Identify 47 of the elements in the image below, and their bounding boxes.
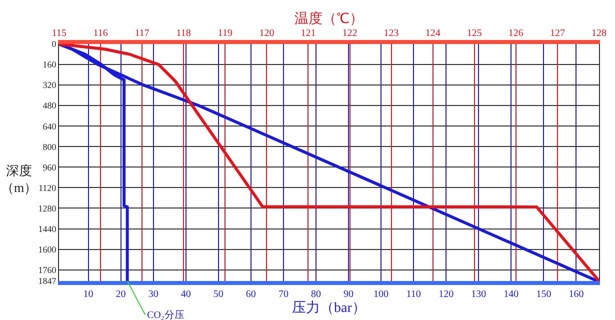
x2-tick-label: 121: [300, 28, 316, 39]
x2-tick-label: 126: [508, 28, 524, 39]
x-tick-label: 40: [180, 289, 191, 300]
x2-tick-label: 115: [52, 28, 66, 39]
x2-tick-label: 125: [466, 28, 482, 39]
x-tick-label: 10: [83, 289, 94, 300]
x2-tick-label: 117: [134, 28, 150, 39]
y-tick-label: 160: [42, 60, 57, 70]
x-tick-label: 100: [374, 289, 389, 300]
x-tick-label: 110: [406, 289, 421, 300]
x-tick-label: 150: [536, 289, 552, 300]
x2-axis-title: 温度（℃）: [294, 11, 364, 28]
y-tick-label: 0: [52, 39, 57, 50]
x-tick-label: 120: [438, 289, 454, 300]
y-tick-label: 1760: [38, 264, 57, 275]
x-tick-label: 130: [471, 289, 486, 300]
x-tick-label: 20: [116, 289, 126, 300]
x2-tick-label: 124: [425, 28, 440, 39]
y-tick-label: 1120: [38, 182, 57, 193]
x2-tick-label: 120: [259, 28, 274, 39]
x-tick-label: 140: [504, 289, 519, 300]
x2-tick-label: 128: [592, 28, 606, 39]
x2-tick-label: 118: [176, 28, 191, 39]
x2-tick-label: 127: [550, 28, 565, 39]
y-axis-title: 深度（m）: [1, 163, 38, 195]
text: CO₂分压: [147, 309, 184, 320]
x-axis-title: 压力（bar）: [292, 300, 366, 316]
x-tick-label: 60: [246, 289, 256, 300]
y-tick-label: 1280: [38, 203, 57, 214]
y-tick-label: 960: [42, 162, 57, 172]
x-tick-label: 160: [568, 289, 584, 300]
y-tick-label: 800: [42, 142, 57, 152]
x-tick-label: 90: [344, 289, 354, 300]
y-tick-label: 1600: [38, 244, 57, 254]
y-tick-label: 320: [42, 80, 57, 90]
x-tick-label: 80: [310, 289, 321, 300]
x-tick-label: 50: [213, 289, 224, 300]
y-tick-label: 1847: [38, 276, 57, 286]
y-tick-label: 480: [42, 100, 57, 111]
y-tick-label: 640: [42, 121, 57, 132]
x-tick-label: 30: [148, 289, 158, 300]
y-tick-label: 1440: [38, 224, 57, 234]
x2-tick-label: 122: [342, 28, 358, 39]
x2-tick-label: 116: [93, 28, 108, 39]
x-tick-label: 70: [278, 289, 288, 300]
x2-tick-label: 123: [384, 28, 399, 39]
x2-tick-label: 119: [218, 28, 232, 39]
